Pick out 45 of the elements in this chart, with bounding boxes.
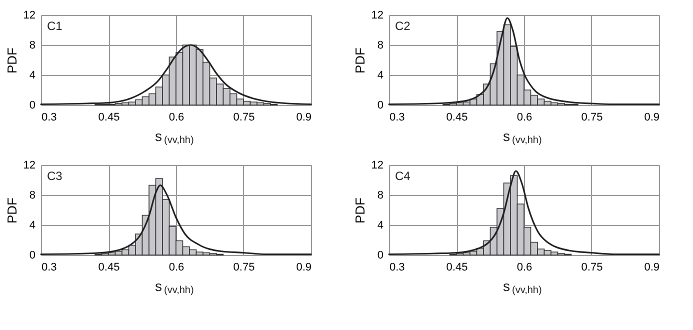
y-axis-title: PDF: [4, 47, 20, 74]
x-tick-label: 0.75: [233, 262, 255, 274]
y-tick-label: 12: [23, 160, 36, 172]
y-axis-title: PDF: [352, 197, 368, 224]
x-tick-label: 0.45: [98, 112, 120, 124]
x-tick-label: 0.6: [516, 262, 532, 274]
y-tick-label: 0: [29, 100, 36, 112]
y-tick-label: 12: [371, 160, 384, 172]
x-tick-label: 0.6: [168, 262, 184, 274]
line-series: [388, 17, 660, 106]
x-tick-label: 0.6: [168, 112, 184, 124]
x-tick-label: 0.3: [42, 112, 57, 124]
x-tick-label: 0.45: [98, 262, 120, 274]
annotation: C3: [47, 169, 63, 183]
y-axis-title: PDF: [4, 197, 20, 224]
x-tick-label: 0.9: [296, 112, 312, 124]
y-tick-label: 4: [29, 220, 36, 232]
y-tick-label: 4: [29, 70, 36, 82]
y-tick-label: 0: [377, 100, 384, 112]
x-tick-label: 0.45: [446, 112, 468, 124]
annotation: C1: [47, 19, 63, 33]
y-tick-label: 4: [377, 220, 384, 232]
x-tick-label: 0.9: [296, 262, 312, 274]
y-tick-label: 12: [371, 10, 384, 22]
y-tick-label: 8: [377, 40, 384, 52]
x-tick-label: 0.75: [581, 112, 603, 124]
x-tick-label: 0.3: [390, 262, 405, 274]
x-tick-label: 0.75: [233, 112, 255, 124]
annotation: C2: [395, 19, 411, 33]
y-tick-label: 0: [29, 250, 36, 262]
y-tick-label: 8: [29, 190, 36, 202]
x-tick-label: 0.9: [644, 112, 660, 124]
x-tick-label: 0.3: [42, 262, 57, 274]
y-tick-label: 4: [377, 70, 384, 82]
x-tick-label: 0.9: [644, 262, 660, 274]
y-tick-label: 8: [377, 190, 384, 202]
x-tick-label: 0.75: [581, 262, 603, 274]
y-tick-label: 0: [377, 250, 384, 262]
annotation: C4: [395, 169, 411, 183]
x-tick-label: 0.3: [390, 112, 405, 124]
x-tick-label: 0.6: [516, 112, 532, 124]
y-tick-label: 8: [29, 40, 36, 52]
y-tick-label: 12: [23, 10, 36, 22]
y-axis-title: PDF: [352, 47, 368, 74]
x-tick-label: 0.45: [446, 262, 468, 274]
